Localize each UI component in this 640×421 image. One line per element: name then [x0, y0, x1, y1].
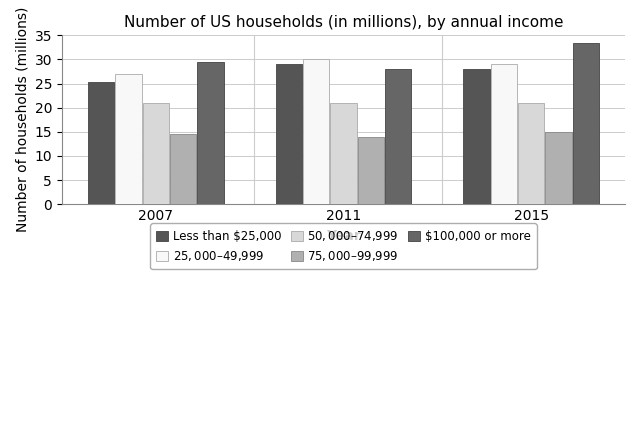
Y-axis label: Number of households (millions): Number of households (millions)	[15, 7, 29, 232]
Legend: Less than $25,000, $25,000–$49,999, $50,000–$74,999, $75,000–$99,999, $100,000 o: Less than $25,000, $25,000–$49,999, $50,…	[150, 224, 536, 269]
Bar	[330, 103, 356, 204]
Bar	[463, 69, 490, 204]
Bar	[115, 74, 141, 204]
Title: Number of US households (in millions), by annual income: Number of US households (in millions), b…	[124, 15, 563, 30]
Bar	[518, 103, 545, 204]
Bar	[491, 64, 517, 204]
Bar	[143, 103, 169, 204]
Bar	[197, 62, 223, 204]
Bar	[276, 64, 302, 204]
Bar	[358, 137, 384, 204]
Bar	[545, 132, 572, 204]
Bar	[303, 59, 330, 204]
Bar	[88, 82, 115, 204]
Bar	[573, 43, 599, 204]
Bar	[170, 134, 196, 204]
Bar	[385, 69, 412, 204]
X-axis label: Year: Year	[326, 229, 361, 242]
